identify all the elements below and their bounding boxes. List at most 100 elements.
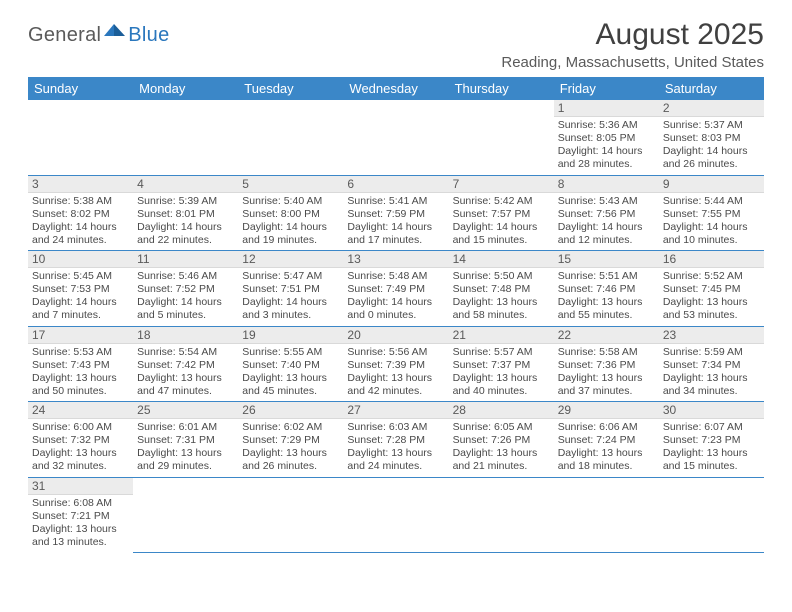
day-number: 29 <box>554 402 659 419</box>
daylight-line: Daylight: 13 hours and 29 minutes. <box>137 447 234 473</box>
header: General Blue August 2025 Reading, Massac… <box>28 18 764 71</box>
day-info: Sunrise: 5:41 AMSunset: 7:59 PMDaylight:… <box>343 193 448 251</box>
sunrise-line: Sunrise: 5:41 AM <box>347 195 444 208</box>
sunset-line: Sunset: 7:56 PM <box>558 208 655 221</box>
sunrise-line: Sunrise: 5:57 AM <box>453 346 550 359</box>
sunset-line: Sunset: 8:05 PM <box>558 132 655 145</box>
calendar-cell: 5Sunrise: 5:40 AMSunset: 8:00 PMDaylight… <box>238 175 343 251</box>
logo: General Blue <box>28 22 170 49</box>
day-number: 31 <box>28 478 133 495</box>
sunset-line: Sunset: 7:26 PM <box>453 434 550 447</box>
logo-text-blue: Blue <box>128 24 169 47</box>
title-block: August 2025 Reading, Massachusetts, Unit… <box>501 18 764 71</box>
calendar-cell: 20Sunrise: 5:56 AMSunset: 7:39 PMDayligh… <box>343 326 448 402</box>
day-number: 14 <box>449 251 554 268</box>
day-number: 28 <box>449 402 554 419</box>
sunrise-line: Sunrise: 5:55 AM <box>242 346 339 359</box>
daylight-line: Daylight: 14 hours and 7 minutes. <box>32 296 129 322</box>
daylight-line: Daylight: 14 hours and 24 minutes. <box>32 221 129 247</box>
day-number: 11 <box>133 251 238 268</box>
calendar-cell: 2Sunrise: 5:37 AMSunset: 8:03 PMDaylight… <box>659 100 764 175</box>
day-info: Sunrise: 5:42 AMSunset: 7:57 PMDaylight:… <box>449 193 554 251</box>
sunrise-line: Sunrise: 5:45 AM <box>32 270 129 283</box>
sunrise-line: Sunrise: 5:59 AM <box>663 346 760 359</box>
calendar-cell: 9Sunrise: 5:44 AMSunset: 7:55 PMDaylight… <box>659 175 764 251</box>
sunset-line: Sunset: 7:39 PM <box>347 359 444 372</box>
day-info: Sunrise: 5:50 AMSunset: 7:48 PMDaylight:… <box>449 268 554 326</box>
day-info: Sunrise: 5:53 AMSunset: 7:43 PMDaylight:… <box>28 344 133 402</box>
calendar-cell: 17Sunrise: 5:53 AMSunset: 7:43 PMDayligh… <box>28 326 133 402</box>
sunrise-line: Sunrise: 5:52 AM <box>663 270 760 283</box>
sunset-line: Sunset: 7:49 PM <box>347 283 444 296</box>
day-info: Sunrise: 6:00 AMSunset: 7:32 PMDaylight:… <box>28 419 133 477</box>
calendar-cell <box>449 477 554 552</box>
sunset-line: Sunset: 7:36 PM <box>558 359 655 372</box>
day-info: Sunrise: 5:45 AMSunset: 7:53 PMDaylight:… <box>28 268 133 326</box>
sunrise-line: Sunrise: 5:42 AM <box>453 195 550 208</box>
sunrise-line: Sunrise: 5:36 AM <box>558 119 655 132</box>
day-number: 6 <box>343 176 448 193</box>
day-info: Sunrise: 5:54 AMSunset: 7:42 PMDaylight:… <box>133 344 238 402</box>
daylight-line: Daylight: 13 hours and 37 minutes. <box>558 372 655 398</box>
day-info: Sunrise: 5:37 AMSunset: 8:03 PMDaylight:… <box>659 117 764 175</box>
day-number: 20 <box>343 327 448 344</box>
day-number: 13 <box>343 251 448 268</box>
sunrise-line: Sunrise: 5:46 AM <box>137 270 234 283</box>
calendar-cell: 6Sunrise: 5:41 AMSunset: 7:59 PMDaylight… <box>343 175 448 251</box>
weekday-header: Monday <box>133 77 238 100</box>
sunset-line: Sunset: 7:21 PM <box>32 510 129 523</box>
day-number: 15 <box>554 251 659 268</box>
daylight-line: Daylight: 13 hours and 13 minutes. <box>32 523 129 549</box>
sunrise-line: Sunrise: 5:51 AM <box>558 270 655 283</box>
logo-mark-icon <box>104 22 126 41</box>
sunset-line: Sunset: 8:02 PM <box>32 208 129 221</box>
calendar-cell: 1Sunrise: 5:36 AMSunset: 8:05 PMDaylight… <box>554 100 659 175</box>
calendar-cell: 18Sunrise: 5:54 AMSunset: 7:42 PMDayligh… <box>133 326 238 402</box>
day-number: 7 <box>449 176 554 193</box>
sunrise-line: Sunrise: 5:40 AM <box>242 195 339 208</box>
calendar-cell <box>28 100 133 175</box>
daylight-line: Daylight: 14 hours and 19 minutes. <box>242 221 339 247</box>
sunrise-line: Sunrise: 6:05 AM <box>453 421 550 434</box>
sunrise-line: Sunrise: 6:00 AM <box>32 421 129 434</box>
calendar-cell <box>238 100 343 175</box>
sunrise-line: Sunrise: 5:47 AM <box>242 270 339 283</box>
daylight-line: Daylight: 14 hours and 5 minutes. <box>137 296 234 322</box>
day-info: Sunrise: 5:36 AMSunset: 8:05 PMDaylight:… <box>554 117 659 175</box>
calendar-cell <box>133 477 238 552</box>
sunrise-line: Sunrise: 5:54 AM <box>137 346 234 359</box>
day-info: Sunrise: 5:56 AMSunset: 7:39 PMDaylight:… <box>343 344 448 402</box>
sunrise-line: Sunrise: 5:44 AM <box>663 195 760 208</box>
sunrise-line: Sunrise: 5:48 AM <box>347 270 444 283</box>
calendar-cell: 26Sunrise: 6:02 AMSunset: 7:29 PMDayligh… <box>238 402 343 478</box>
day-number: 21 <box>449 327 554 344</box>
sunset-line: Sunset: 7:53 PM <box>32 283 129 296</box>
calendar-cell: 29Sunrise: 6:06 AMSunset: 7:24 PMDayligh… <box>554 402 659 478</box>
day-info: Sunrise: 5:55 AMSunset: 7:40 PMDaylight:… <box>238 344 343 402</box>
daylight-line: Daylight: 13 hours and 15 minutes. <box>663 447 760 473</box>
weekday-header: Friday <box>554 77 659 100</box>
sunset-line: Sunset: 7:43 PM <box>32 359 129 372</box>
calendar-cell: 19Sunrise: 5:55 AMSunset: 7:40 PMDayligh… <box>238 326 343 402</box>
weekday-header: Saturday <box>659 77 764 100</box>
calendar-cell: 30Sunrise: 6:07 AMSunset: 7:23 PMDayligh… <box>659 402 764 478</box>
day-number: 8 <box>554 176 659 193</box>
sunset-line: Sunset: 7:31 PM <box>137 434 234 447</box>
day-number: 26 <box>238 402 343 419</box>
calendar-cell: 22Sunrise: 5:58 AMSunset: 7:36 PMDayligh… <box>554 326 659 402</box>
day-info: Sunrise: 6:03 AMSunset: 7:28 PMDaylight:… <box>343 419 448 477</box>
day-info: Sunrise: 5:59 AMSunset: 7:34 PMDaylight:… <box>659 344 764 402</box>
daylight-line: Daylight: 14 hours and 10 minutes. <box>663 221 760 247</box>
weekday-header: Wednesday <box>343 77 448 100</box>
sunrise-line: Sunrise: 5:50 AM <box>453 270 550 283</box>
sunrise-line: Sunrise: 6:07 AM <box>663 421 760 434</box>
calendar-cell: 10Sunrise: 5:45 AMSunset: 7:53 PMDayligh… <box>28 251 133 327</box>
day-number: 24 <box>28 402 133 419</box>
daylight-line: Daylight: 13 hours and 55 minutes. <box>558 296 655 322</box>
weekday-header: Sunday <box>28 77 133 100</box>
day-info: Sunrise: 5:46 AMSunset: 7:52 PMDaylight:… <box>133 268 238 326</box>
calendar-cell <box>343 477 448 552</box>
calendar-cell: 7Sunrise: 5:42 AMSunset: 7:57 PMDaylight… <box>449 175 554 251</box>
day-info: Sunrise: 5:40 AMSunset: 8:00 PMDaylight:… <box>238 193 343 251</box>
sunset-line: Sunset: 7:37 PM <box>453 359 550 372</box>
